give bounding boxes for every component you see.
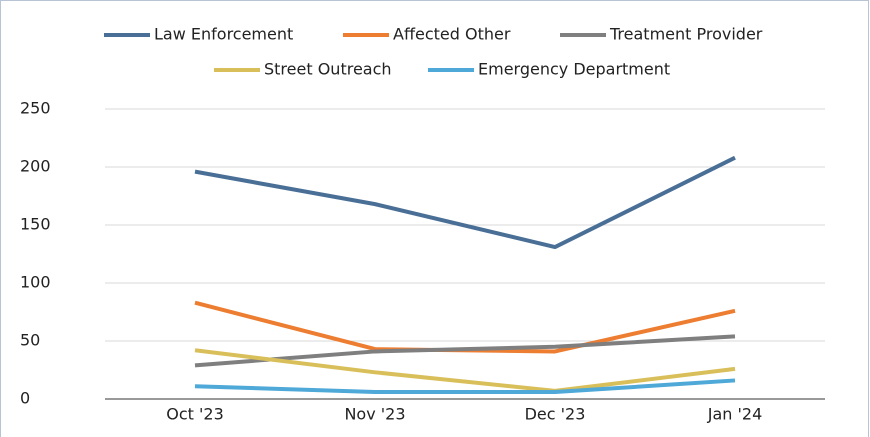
x-tick-label: Nov '23	[344, 405, 405, 424]
series-line	[194, 300, 736, 354]
legend-label: Affected Other	[393, 25, 511, 44]
legend-label: Treatment Provider	[609, 25, 763, 44]
y-tick-label: 50	[20, 331, 40, 350]
series-line	[194, 348, 736, 393]
series-line	[194, 155, 736, 250]
y-tick-label: 150	[20, 215, 51, 234]
legend-label: Emergency Department	[478, 60, 670, 79]
legend-label: Street Outreach	[264, 60, 392, 79]
x-tick-label: Dec '23	[525, 405, 586, 424]
series-line	[194, 378, 736, 395]
y-tick-label: 200	[20, 157, 51, 176]
legend-label: Law Enforcement	[154, 25, 293, 44]
x-tick-label: Oct '23	[166, 405, 224, 424]
y-tick-label: 0	[20, 389, 30, 408]
y-tick-label: 250	[20, 99, 51, 118]
y-tick-label: 100	[20, 273, 51, 292]
series-line	[194, 334, 736, 368]
x-tick-label: Jan '24	[707, 405, 763, 424]
